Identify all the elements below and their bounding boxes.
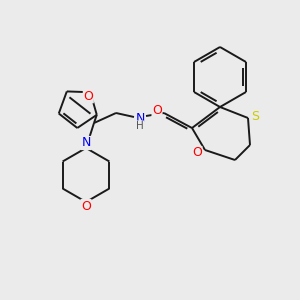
- Text: O: O: [81, 200, 91, 212]
- Text: S: S: [251, 110, 259, 122]
- Text: H: H: [136, 121, 144, 131]
- Text: O: O: [83, 90, 93, 103]
- Text: O: O: [192, 146, 202, 160]
- Text: N: N: [81, 136, 91, 149]
- Text: N: N: [135, 112, 145, 124]
- Text: O: O: [152, 103, 162, 116]
